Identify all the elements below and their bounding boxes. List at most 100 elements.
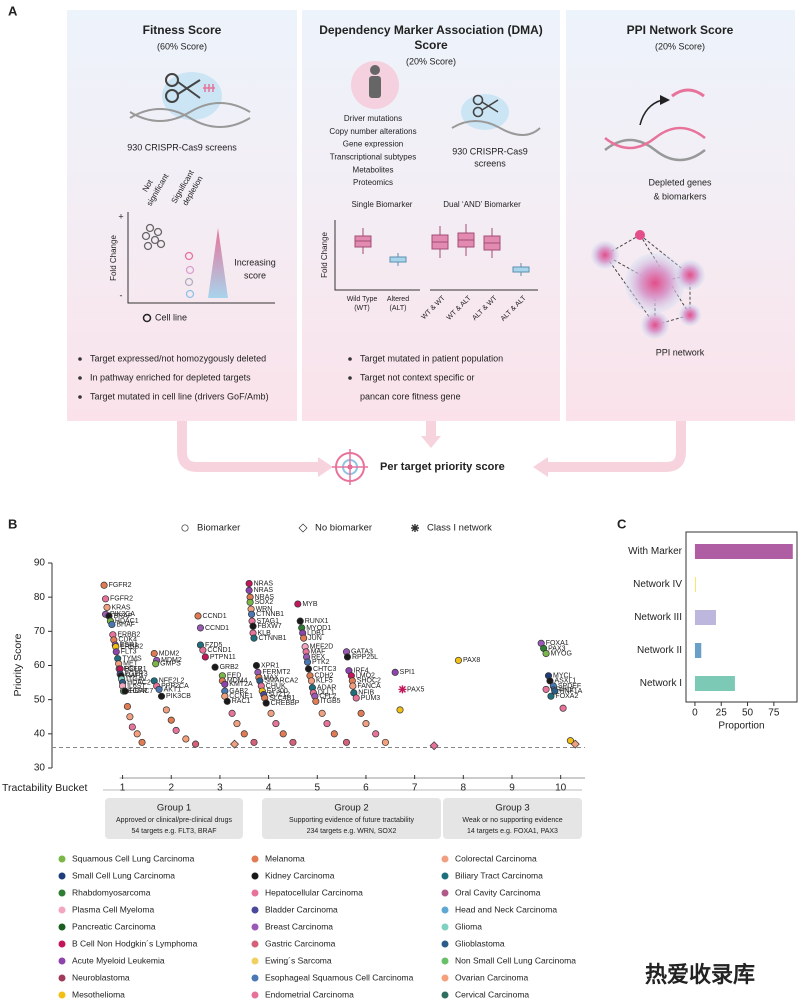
point [304, 665, 313, 673]
point [250, 634, 258, 642]
point-label: PTK2 [312, 659, 330, 666]
legend-label: Neuroblastoma [72, 972, 130, 982]
point-label: FOXA1 [546, 640, 569, 647]
point-label: MYB [302, 601, 318, 608]
legend-label: Endometrial Carcinoma [265, 989, 354, 999]
point-label: FOXA2 [555, 693, 578, 700]
point [157, 692, 166, 700]
point [318, 709, 326, 717]
marker-type: Driver mutations [344, 114, 402, 123]
point [199, 646, 207, 654]
point [249, 622, 257, 630]
crispr-icon [129, 72, 251, 128]
point-label: CCND1 [205, 625, 229, 632]
point [398, 685, 407, 694]
axis-label: Fold Change [320, 232, 329, 278]
point-label: PAX5 [407, 686, 424, 693]
panel-b-decor [103, 531, 798, 839]
point-label: MEF2D [310, 644, 334, 651]
box-title: Dependency Marker Association (DMA) [319, 23, 543, 37]
point-label: NFE2L2 [159, 678, 185, 685]
point-label: MAX [263, 674, 279, 681]
x-tick-label: 50 [742, 708, 754, 719]
point-label: KLB [258, 630, 272, 637]
point-label: NRAS [254, 580, 274, 587]
point-label: MDM2 [159, 650, 180, 657]
point-label: HDAC2 [127, 679, 151, 686]
point-label: EED [227, 673, 241, 680]
legend-label: Colorectal Carcinoma [455, 853, 537, 863]
legend-label: No biomarker [315, 523, 372, 534]
bar [694, 643, 702, 658]
legend-swatch [441, 906, 449, 914]
point-label: ERBB2 [117, 632, 140, 639]
point [396, 706, 404, 714]
dma-plot [334, 220, 538, 291]
marker-type: Gene expression [343, 140, 403, 149]
point-label: RUNX1 [305, 618, 329, 625]
legend-label: Pancreatic Carcinoma [72, 921, 156, 931]
legend-label: Kidney Carcinoma [265, 870, 335, 880]
legend-swatch [251, 923, 259, 931]
point-label: FERMT2 [262, 669, 290, 676]
group-text: 234 targets e.g. WRN, SOX2 [307, 828, 397, 835]
box-subtitle: (20% Score) [406, 56, 456, 66]
x-tick-label: 6 [363, 783, 369, 794]
point-label: ASXL1 [554, 678, 576, 685]
point [221, 680, 229, 688]
group-text: Supporting evidence of future tractabili… [289, 817, 414, 824]
point [551, 687, 559, 695]
plot-heading: Single Biomarker [352, 200, 413, 209]
point [429, 741, 439, 751]
bar [694, 577, 696, 592]
x-label: (WT) [354, 305, 370, 312]
point [192, 740, 200, 748]
y-tick-label: 90 [34, 558, 46, 569]
legend-label: Breast Carcinoma [265, 921, 333, 931]
point-label: CDK4 [118, 637, 137, 644]
point [182, 735, 190, 743]
point-label: CREBBP [271, 700, 300, 707]
box-title: Score [414, 38, 448, 52]
point [547, 692, 555, 700]
bar [694, 544, 793, 559]
legend-label: Non Small Cell Lung Carcinoma [455, 955, 576, 965]
arrow [177, 421, 318, 472]
bar [694, 676, 735, 691]
bullet [78, 357, 82, 361]
x-tick-label: 7 [412, 783, 418, 794]
point-label: MYOG [551, 650, 572, 657]
point-label: FGFR1 [124, 666, 147, 673]
marker-type: Metabolites [353, 165, 394, 174]
group-box [443, 798, 582, 839]
x-tick-label: 3 [217, 783, 223, 794]
legend-swatch [58, 940, 66, 948]
fitness-plot [127, 212, 275, 323]
legend-swatch [441, 923, 449, 931]
point [566, 737, 574, 745]
arrow [548, 421, 686, 472]
point [250, 738, 258, 746]
point [300, 634, 308, 642]
point-label: PPP2CA [161, 683, 189, 690]
point-label: RAF1 [126, 673, 144, 680]
legend-swatch [441, 940, 449, 948]
legend-swatch [251, 991, 259, 999]
point [542, 685, 550, 693]
x-tick-label: 2 [168, 783, 174, 794]
point-label: CHTC3 [313, 666, 336, 673]
legend-label: Biliary Tract Carcinoma [455, 870, 543, 880]
caption: Depleted genes [648, 177, 712, 187]
point-label: XPR1 [261, 662, 279, 669]
legend-swatch [251, 974, 259, 982]
watermark: 热爱收录库 [645, 962, 755, 987]
legend-label: Mesothelioma [72, 989, 125, 999]
point [303, 658, 312, 666]
legend-label: Glioblastoma [455, 938, 505, 948]
category-label: Network II [637, 645, 682, 656]
point-label: ITGB5 [320, 698, 340, 705]
point-label: NRAS [254, 587, 274, 594]
arrow-head [318, 457, 333, 477]
legend-label: Oral Cavity Carcinoma [455, 887, 541, 897]
point-label: SOX2 [255, 599, 274, 606]
